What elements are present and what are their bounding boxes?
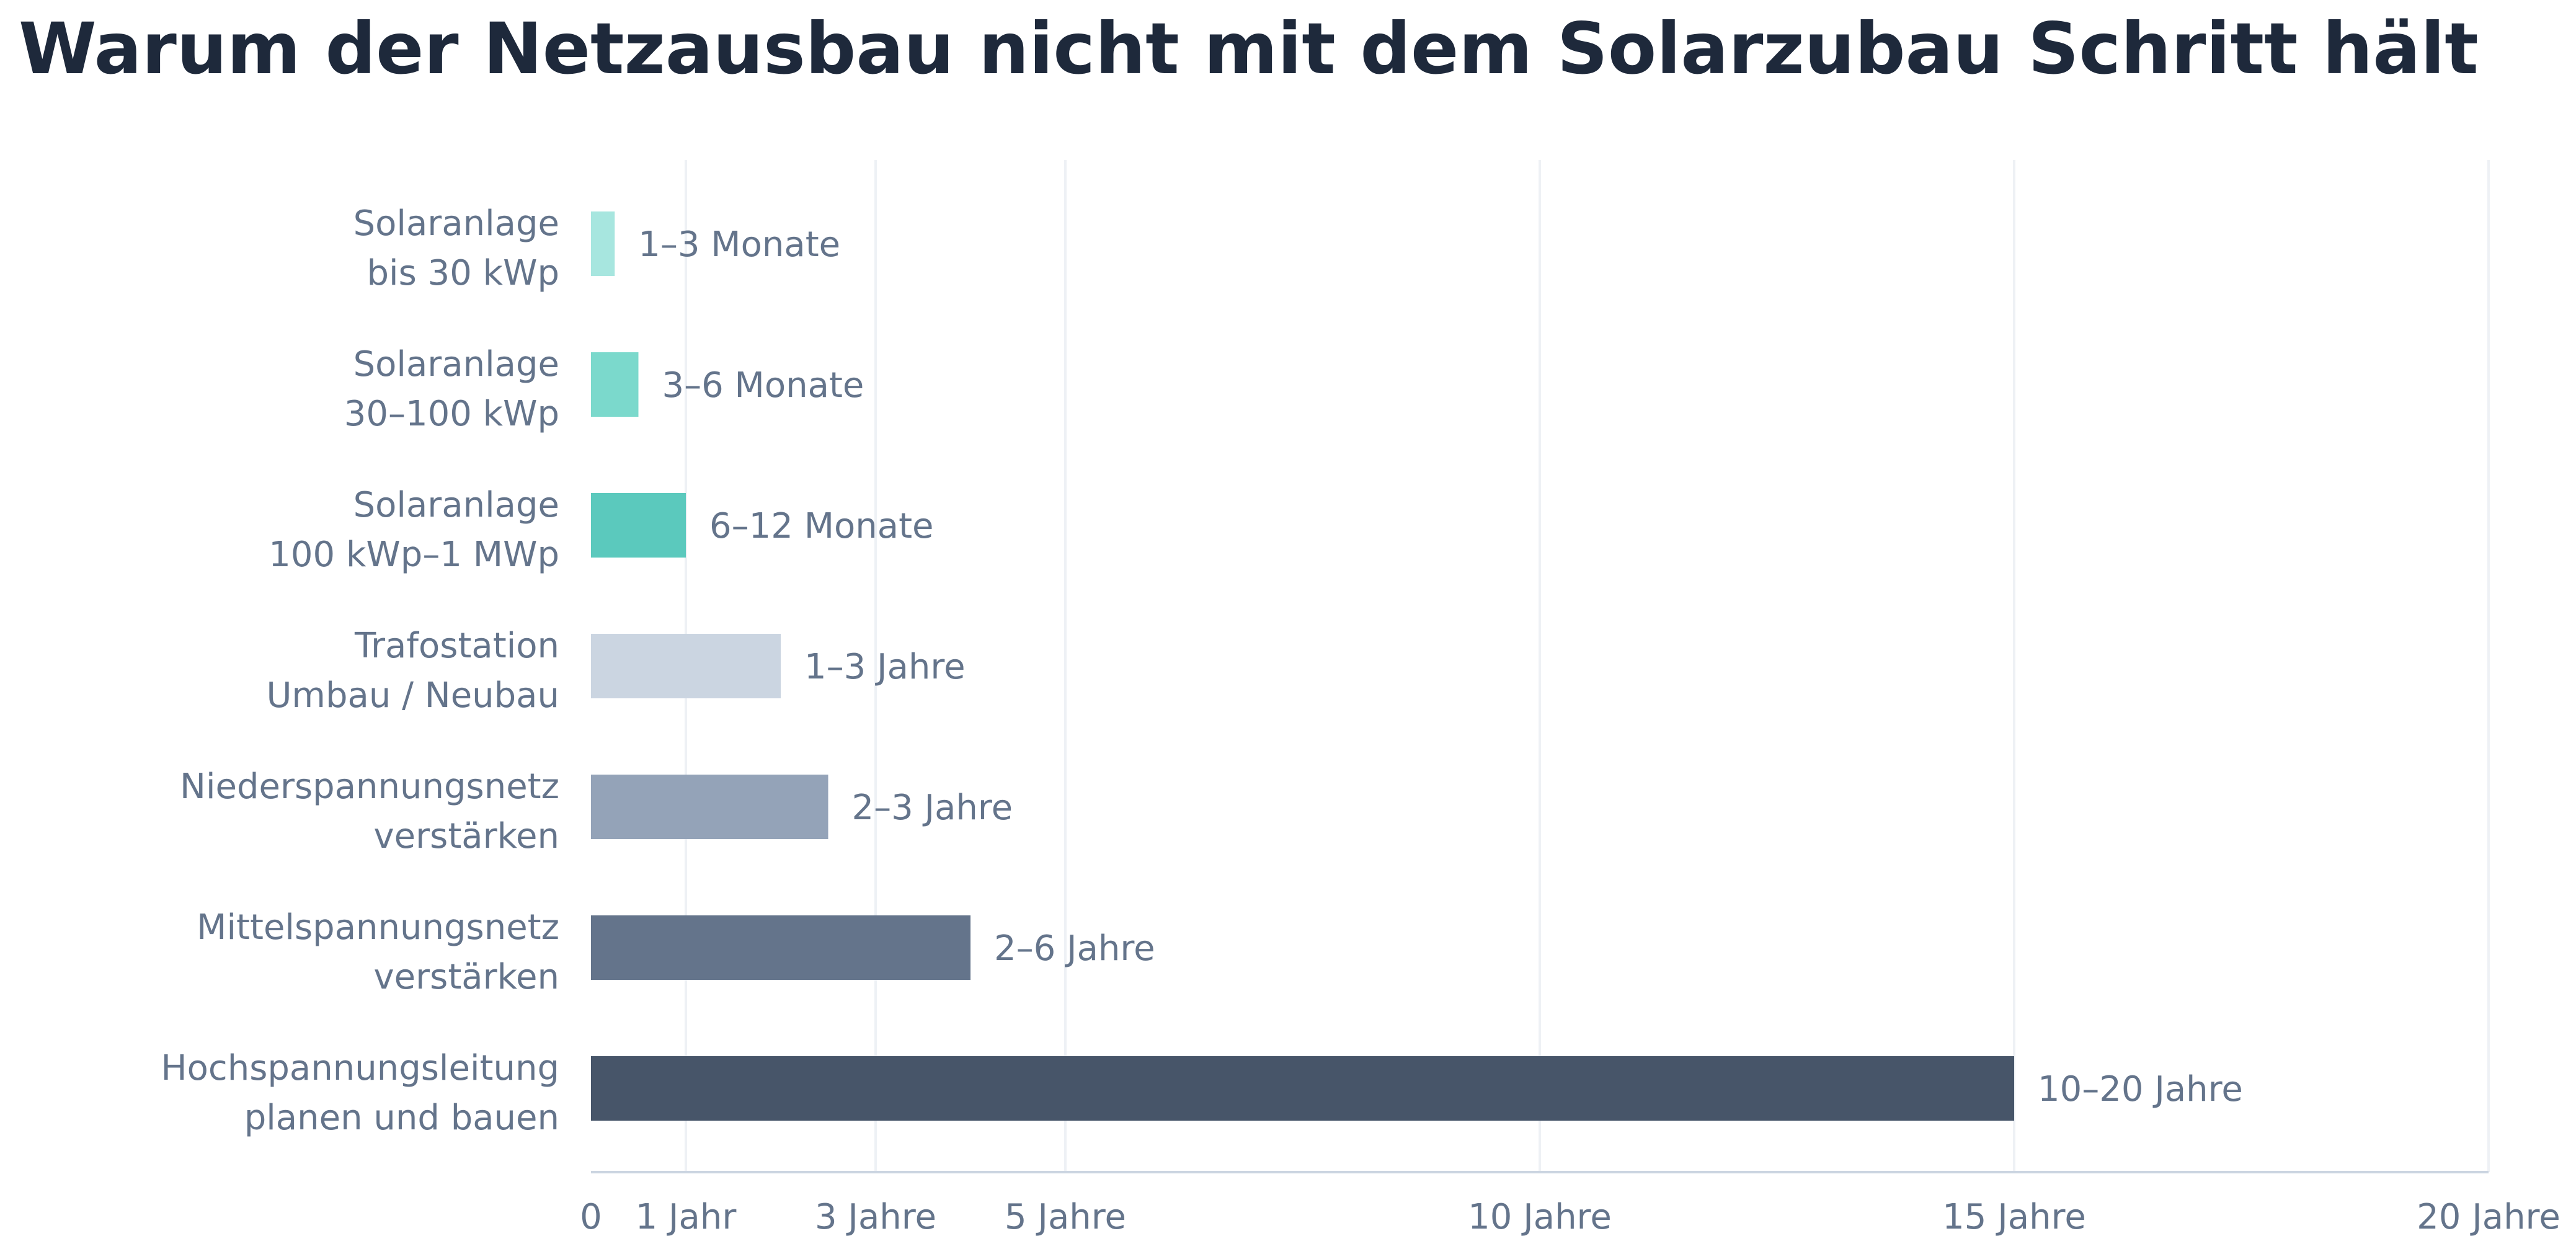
category-label-line: Solaranlage (353, 344, 559, 385)
category-label: Solaranlage 100 kWp–1 MWp (269, 485, 559, 575)
bar (591, 493, 686, 558)
bar (591, 1056, 2014, 1121)
category-label-line: bis 30 kWp (367, 253, 560, 293)
category-label: Mittelspannungsnetz verstärken (197, 907, 559, 997)
category-label-line: 100 kWp–1 MWp (269, 535, 559, 575)
x-tick-label: 5 Jahre (1005, 1197, 1126, 1237)
bar (591, 915, 970, 980)
category-label-line: Trafostation (354, 626, 559, 666)
x-tick-label: 10 Jahre (1468, 1197, 1612, 1237)
category-label: Solaranlage bis 30 kWp (353, 203, 559, 293)
category-label-line: planen und bauen (244, 1098, 559, 1138)
x-tick-label: 15 Jahre (1942, 1197, 2086, 1237)
category-label-line: verstärken (374, 957, 559, 997)
x-axis: 0 1 Jahr 3 Jahre 5 Jahre 10 Jahre 15 Jahre 20 … (580, 1171, 2560, 1237)
category-label-line: Hochspannungsleitung (161, 1048, 559, 1088)
bars (591, 211, 2014, 1121)
category-label-line: Umbau / Neubau (266, 675, 559, 716)
value-label: 6–12 Monate (709, 506, 933, 546)
category-label: Trafostation Umbau / Neubau (266, 626, 559, 716)
x-tick-label: 20 Jahre (2417, 1197, 2560, 1237)
value-label: 3–6 Monate (662, 365, 864, 406)
value-label: 2–6 Jahre (994, 928, 1155, 969)
category-label-line: verstärken (374, 816, 559, 856)
category-label-line: Niederspannungsnetz (180, 767, 559, 807)
category-label-line: Solaranlage (353, 485, 559, 525)
value-label: 2–3 Jahre (852, 788, 1013, 828)
category-label-line: Solaranlage (353, 203, 559, 244)
category-label: Hochspannungsleitung planen und bauen (161, 1048, 559, 1138)
value-label: 10–20 Jahre (2038, 1069, 2243, 1109)
x-tick-label: 3 Jahre (815, 1197, 936, 1237)
bar (591, 775, 828, 839)
category-label: Niederspannungsnetz verstärken (180, 767, 559, 856)
x-tick-label: 1 Jahr (636, 1197, 737, 1237)
bar (591, 634, 781, 698)
category-label-line: Mittelspannungsnetz (197, 907, 559, 948)
category-label: Solaranlage 30–100 kWp (344, 344, 559, 434)
category-label-line: 30–100 kWp (344, 394, 559, 434)
bar (591, 352, 639, 417)
gridlines (685, 160, 2490, 1172)
bar (591, 211, 615, 276)
value-labels: 1–3 Monate 3–6 Monate 6–12 Monate 1–3 Jahre… (638, 225, 2243, 1109)
chart-title: Warum der Netzausbau nicht mit dem Solar… (19, 7, 2479, 90)
x-tick-label: 0 (580, 1197, 602, 1237)
value-label: 1–3 Jahre (804, 647, 966, 687)
value-label: 1–3 Monate (638, 225, 840, 265)
category-labels: Solaranlage bis 30 kWp Solaranlage 30–100 k… (161, 203, 559, 1138)
